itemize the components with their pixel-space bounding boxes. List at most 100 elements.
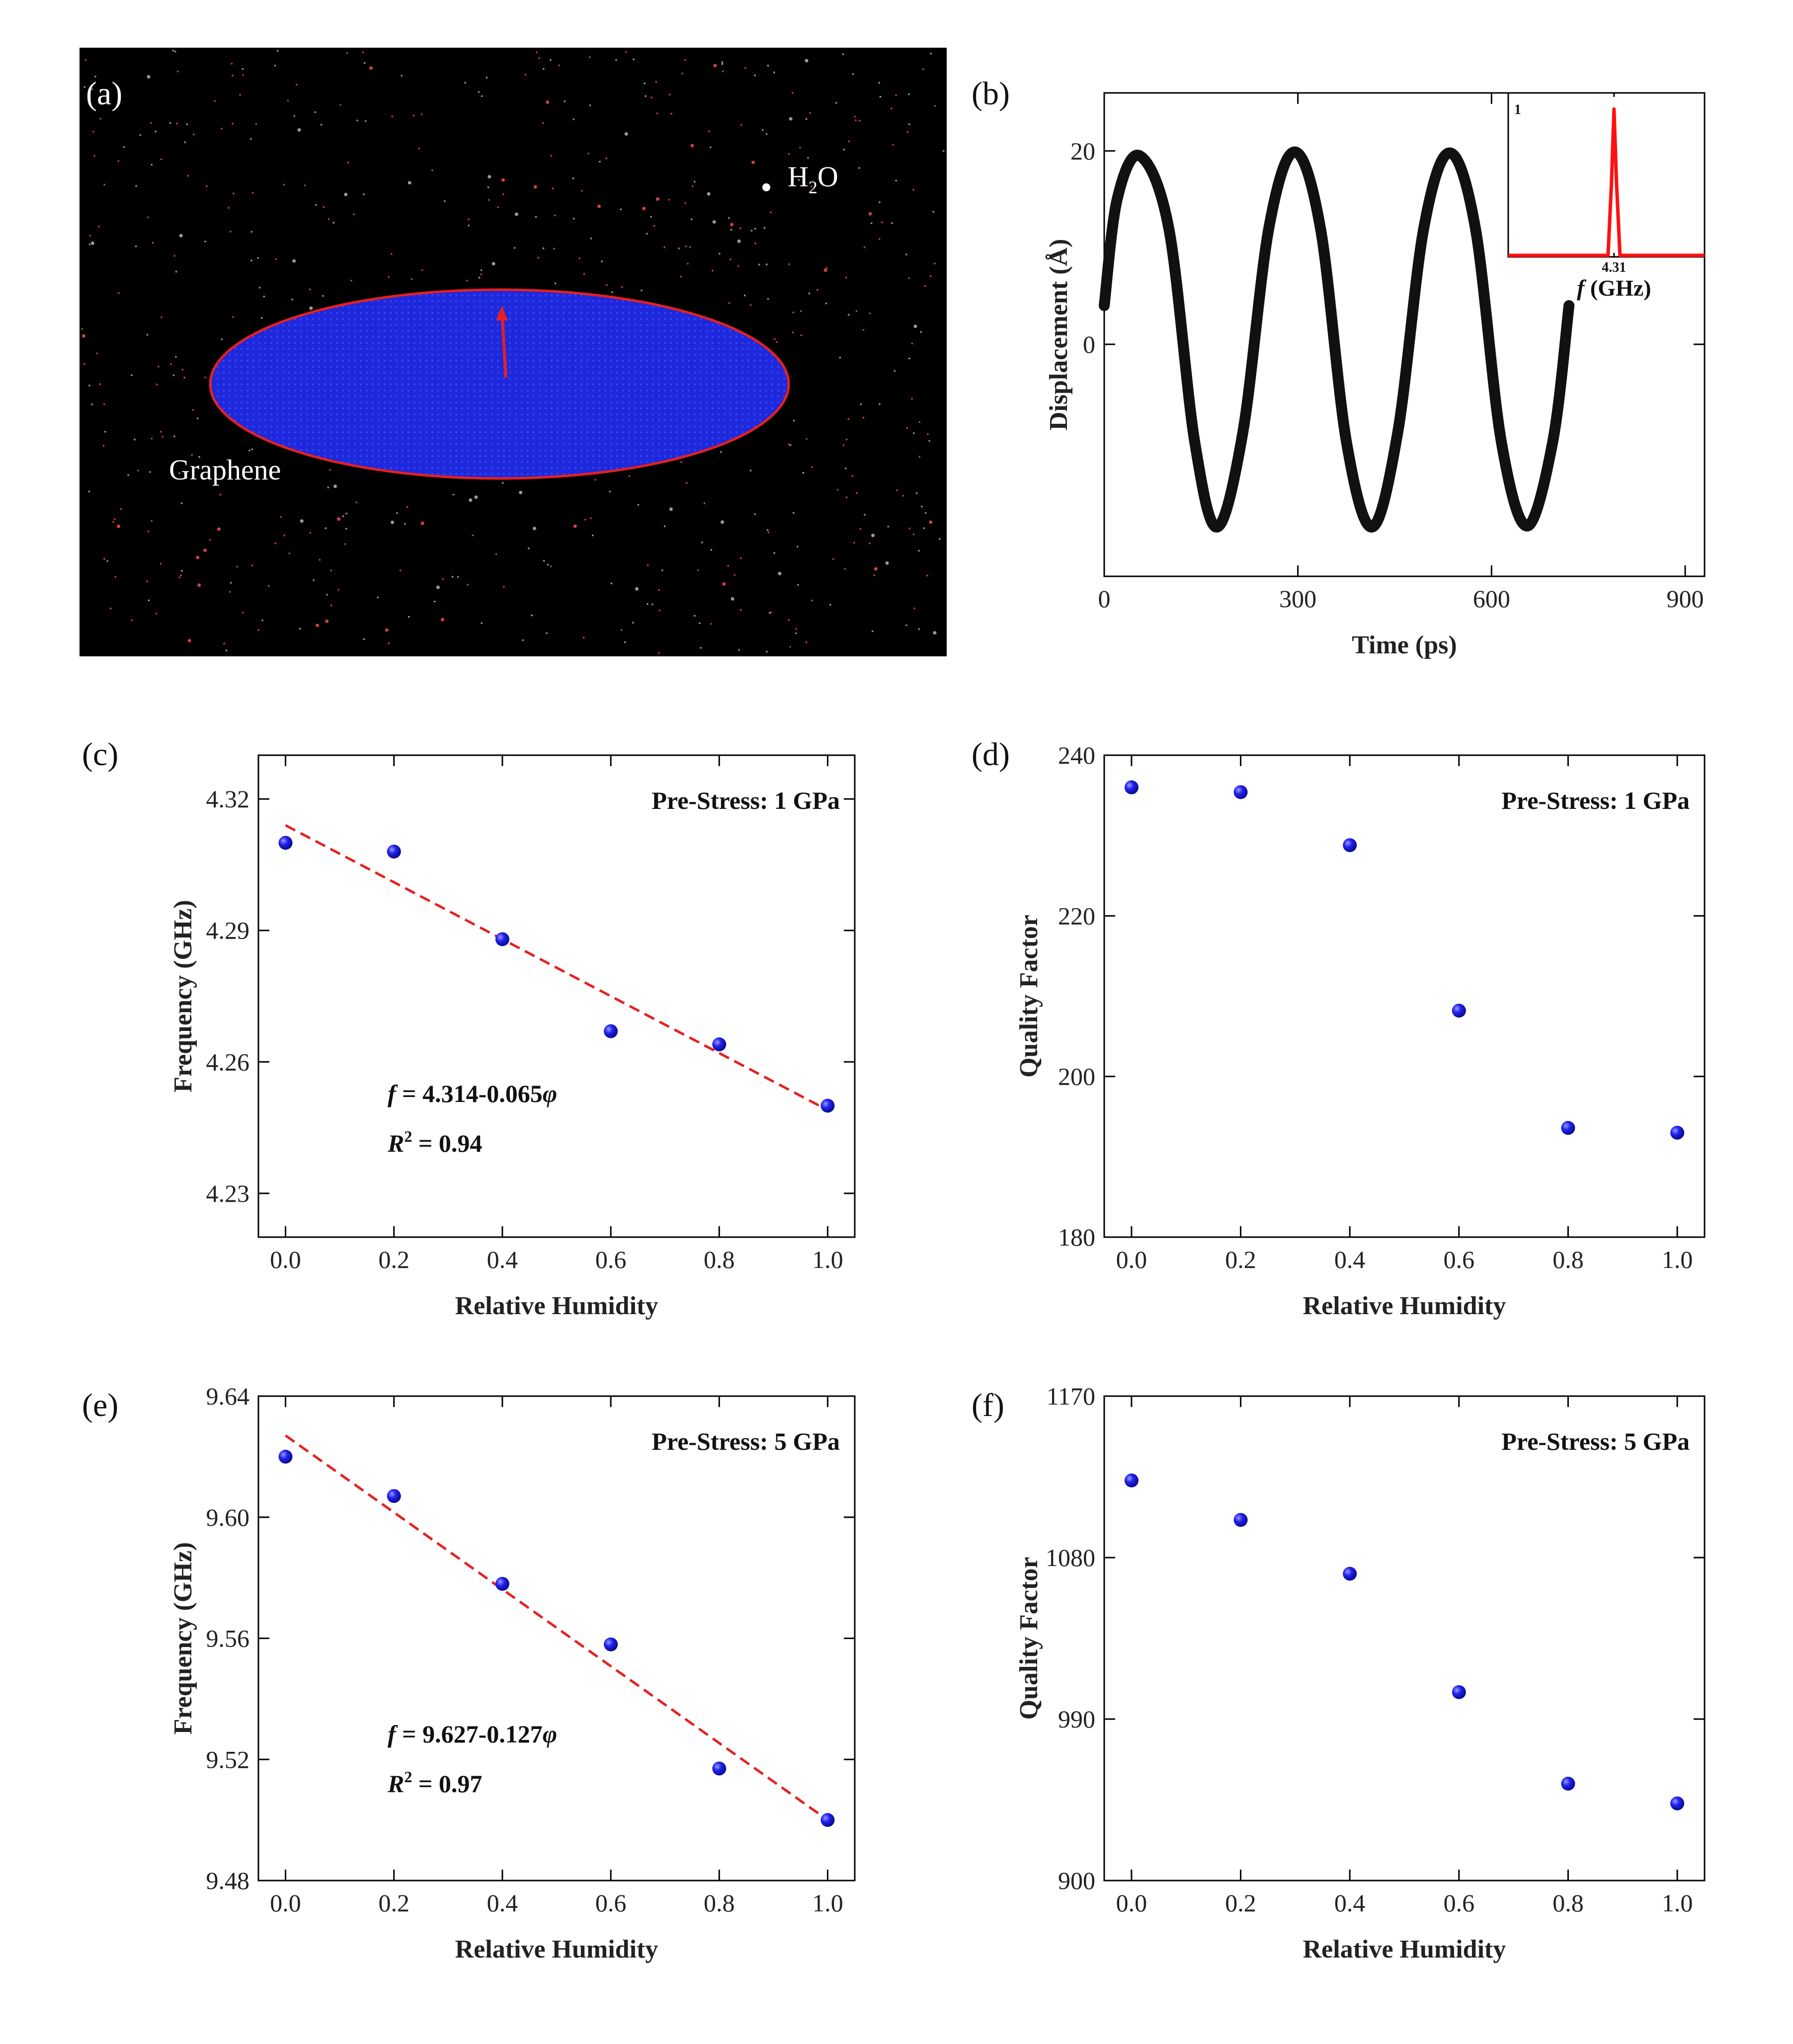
water-molecule	[770, 611, 772, 614]
water-molecule	[837, 489, 839, 491]
panel-c: (c) 0.0 0.2 0.4 0.6 0.8 1.0 4.32 4.29 4.26 4.23 Rel…	[82, 736, 856, 1320]
water-molecule	[275, 258, 277, 260]
water-molecule	[293, 115, 296, 117]
fit-eq-var: f	[388, 1080, 398, 1107]
y-tick-label: 1080	[1046, 1544, 1095, 1572]
water-molecule	[401, 75, 403, 77]
water-molecule	[918, 421, 921, 423]
graphene-sheet	[209, 288, 790, 480]
water-molecule	[315, 204, 317, 206]
x-tick-label: 1.0	[1662, 1246, 1693, 1273]
data-point	[1561, 1777, 1575, 1791]
water-molecule	[712, 220, 716, 224]
water-molecule	[283, 183, 285, 186]
water-molecule	[155, 613, 158, 615]
water-molecule	[191, 454, 193, 456]
water-molecule	[103, 183, 105, 186]
water-molecule	[750, 230, 753, 232]
y-tick-label: 0	[1083, 330, 1095, 358]
water-molecule	[928, 440, 930, 442]
water-molecule	[147, 75, 151, 79]
plot-frame	[1103, 754, 1706, 1238]
water-molecule	[457, 576, 459, 578]
r2-value: = 0.94	[412, 1129, 482, 1157]
water-molecule	[646, 603, 649, 605]
water-molecule	[99, 383, 101, 385]
data-point	[712, 1761, 727, 1776]
water-molecule	[611, 291, 613, 293]
water-molecule	[283, 534, 285, 537]
data-point	[1670, 1796, 1685, 1810]
water-molecule	[599, 160, 601, 163]
water-molecule	[81, 328, 83, 330]
water-molecule	[350, 279, 352, 282]
pre-stress-annotation: Pre-Stress: 5 GPa	[1501, 1427, 1690, 1455]
water-molecule	[788, 443, 790, 446]
water-molecule	[680, 276, 682, 278]
water-molecule	[708, 130, 710, 133]
water-molecule	[584, 519, 586, 521]
fit-eq-phi: φ	[543, 1080, 557, 1107]
water-molecule	[697, 569, 699, 571]
water-molecule	[314, 111, 317, 113]
water-molecule	[495, 553, 497, 555]
water-molecule	[309, 532, 312, 534]
water-molecule	[330, 569, 332, 571]
water-molecule	[325, 527, 327, 529]
water-molecule	[112, 521, 114, 523]
water-molecule	[773, 338, 776, 340]
pre-stress-annotation: Pre-Stress: 1 GPa	[1501, 786, 1690, 814]
fit-equation: f = 9.627-0.127φ	[388, 1720, 557, 1748]
water-molecule	[478, 91, 480, 93]
fit-eq-phi: φ	[543, 1720, 557, 1748]
water-molecule	[304, 184, 306, 187]
water-molecule	[710, 549, 713, 551]
water-molecule	[123, 146, 125, 148]
water-molecule	[823, 268, 827, 272]
water-molecule	[641, 290, 643, 292]
water-molecule	[117, 524, 121, 528]
water-molecule	[793, 419, 795, 422]
water-molecule	[356, 119, 358, 122]
water-molecule	[263, 296, 265, 298]
water-molecule	[842, 444, 845, 446]
water-molecule	[740, 124, 742, 126]
water-molecule	[228, 207, 230, 209]
data-point	[1124, 780, 1139, 794]
water-molecule	[536, 51, 538, 54]
water-molecule	[816, 289, 818, 291]
water-molecule	[789, 646, 791, 648]
water-molecule	[789, 117, 793, 121]
water-molecule	[846, 438, 848, 441]
water-molecule	[862, 416, 865, 419]
water-molecule	[800, 334, 802, 336]
water-molecule	[792, 331, 794, 333]
water-molecule	[808, 292, 811, 295]
water-molecule	[879, 201, 881, 203]
x-tick-label: 1.0	[812, 1889, 843, 1917]
water-molecule	[550, 59, 552, 61]
water-molecule	[149, 471, 151, 473]
water-molecule	[233, 192, 235, 195]
water-molecule	[689, 246, 691, 248]
x-tick-label: 0.6	[595, 1889, 627, 1917]
water-molecule	[737, 239, 741, 243]
water-molecule	[365, 120, 367, 122]
water-molecule	[686, 482, 688, 484]
water-molecule	[250, 259, 252, 262]
water-molecule	[274, 542, 277, 545]
water-molecule	[178, 576, 180, 579]
water-molecule	[754, 74, 756, 77]
water-molecule	[491, 262, 495, 266]
water-molecule	[535, 216, 537, 218]
water-molecule	[104, 431, 106, 433]
water-molecule	[792, 512, 795, 514]
r-squared: R2 = 0.97	[387, 1768, 482, 1798]
water-molecule	[391, 520, 395, 524]
y-tick-label: 20	[1070, 137, 1095, 165]
water-molecule	[564, 100, 566, 102]
water-molecule	[436, 585, 440, 589]
water-molecule	[552, 187, 554, 190]
water-molecule	[257, 629, 259, 631]
water-molecule	[468, 218, 470, 221]
